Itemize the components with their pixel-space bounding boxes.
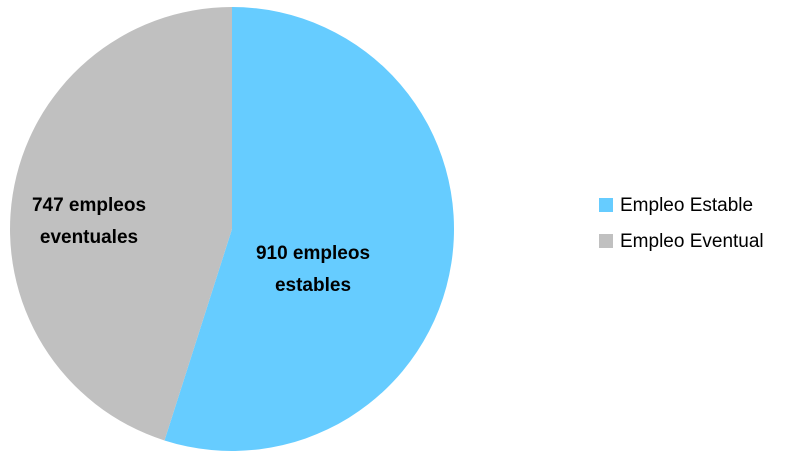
data-label-empleo-eventual: 747 empleos eventuales [32,195,146,248]
pie-slice-empleo-eventual [10,7,232,441]
legend-swatch-empleo-estable [599,198,613,212]
pie-slice-empleo-estable [164,6,455,451]
legend: Empleo Estable Empleo Eventual [599,195,764,252]
pie-slice-labels: 910 empleos estables 747 empleos eventuales [32,195,370,296]
legend-swatch-empleo-eventual [599,234,613,248]
legend-label-empleo-eventual: Empleo Eventual [620,231,764,252]
pie-slices [10,6,455,451]
data-label-empleo-estable: 910 empleos estables [256,243,370,296]
legend-label-empleo-estable: Empleo Estable [620,195,753,216]
